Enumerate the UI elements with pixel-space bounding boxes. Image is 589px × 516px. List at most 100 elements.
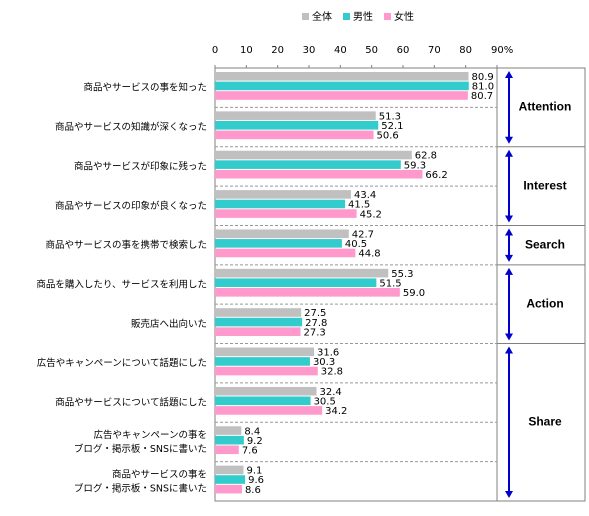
bar <box>215 229 349 239</box>
bar <box>215 366 318 376</box>
value-label: 8.6 <box>245 485 261 496</box>
bar <box>215 209 357 218</box>
group-label: Share <box>528 414 562 428</box>
bar <box>215 81 469 91</box>
bar <box>215 72 469 81</box>
category-label: 商品を購入したり、サービスを利用した <box>36 278 207 290</box>
value-label: 45.2 <box>360 209 382 220</box>
bar <box>215 347 315 357</box>
legend-swatch <box>384 13 391 20</box>
category-label: 商品やサービスの印象が良くなった <box>55 199 207 211</box>
bar <box>215 406 323 415</box>
arrow-head <box>505 71 513 78</box>
group-label: Interest <box>523 178 566 192</box>
value-label: 7.6 <box>242 445 258 456</box>
value-label: 32.4 <box>320 387 342 398</box>
value-label: 43.4 <box>354 190 376 201</box>
bar <box>215 130 374 140</box>
value-label: 32.8 <box>321 367 343 378</box>
x-tick-label: 10 <box>240 45 253 56</box>
bar <box>215 239 342 248</box>
value-label: 31.6 <box>317 348 339 359</box>
value-label: 27.5 <box>304 308 326 319</box>
group-label: Search <box>525 237 565 251</box>
value-label: 52.1 <box>381 121 403 132</box>
bar <box>215 475 246 484</box>
category-label: 商品やサービスの事を知った <box>83 81 207 93</box>
value-label: 27.3 <box>304 327 326 338</box>
bar <box>215 288 400 297</box>
bar <box>215 169 423 179</box>
x-tick-label: 0 <box>212 45 218 56</box>
bar <box>215 150 412 160</box>
value-label: 80.9 <box>471 72 493 83</box>
bar <box>215 327 301 336</box>
value-label: 27.8 <box>305 318 327 329</box>
value-label: 51.5 <box>379 278 401 289</box>
arrow-head <box>505 215 513 223</box>
value-label: 8.4 <box>244 426 260 437</box>
category-label: 商品やサービスが印象に残った <box>74 160 207 172</box>
x-tick-label: 40 <box>334 45 347 56</box>
category-label: 商品やサービスについて話題にした <box>55 396 207 408</box>
value-label: 44.8 <box>358 249 380 260</box>
value-label: 80.7 <box>471 91 493 102</box>
bar <box>215 317 303 327</box>
value-label: 59.3 <box>404 160 426 171</box>
value-label: 9.6 <box>248 475 264 486</box>
arrow-head <box>505 228 513 236</box>
bar <box>215 120 379 130</box>
category-label: 広告やキャンペーンについて話題にした <box>37 357 207 369</box>
x-tick-label: 60 <box>397 45 410 56</box>
value-label: 30.3 <box>313 357 335 368</box>
value-label: 9.1 <box>247 466 263 477</box>
arrow-head <box>505 333 513 341</box>
arrow-head <box>505 491 513 498</box>
value-label: 81.0 <box>472 82 494 93</box>
value-label: 34.2 <box>325 406 347 417</box>
value-label: 51.3 <box>379 111 401 122</box>
legend-label: 男性 <box>353 10 373 23</box>
bar <box>215 199 346 209</box>
value-label: 50.6 <box>377 131 399 142</box>
bar <box>215 484 242 494</box>
legend-label: 女性 <box>394 10 414 23</box>
bar <box>215 111 376 120</box>
legend-label: 全体 <box>312 10 332 23</box>
value-label: 30.5 <box>314 397 336 408</box>
bar <box>215 426 242 435</box>
group-label: Action <box>526 296 563 310</box>
value-label: 41.5 <box>348 200 370 211</box>
arrow-head <box>505 149 513 157</box>
value-label: 9.2 <box>247 436 263 447</box>
bar <box>215 91 468 100</box>
group-label: Attention <box>519 100 572 114</box>
legend-swatch <box>302 13 309 20</box>
arrow-head <box>505 136 513 144</box>
value-label: 59.0 <box>403 288 425 299</box>
bar <box>215 435 244 445</box>
category-label: 商品やサービスの事をブログ・掲示板・SNSに書いた <box>74 468 207 494</box>
value-label: 66.2 <box>425 170 447 181</box>
bar <box>215 278 377 288</box>
bar <box>215 465 244 475</box>
value-label: 55.3 <box>391 269 413 280</box>
arrow-head <box>505 254 513 262</box>
bar <box>215 268 389 278</box>
category-label: 商品やサービスの事を携帯で検索した <box>45 239 207 251</box>
bar <box>215 386 317 396</box>
arrow-head <box>505 267 513 275</box>
bar <box>215 357 310 366</box>
category-label: 販売店へ出向いた <box>131 317 207 329</box>
x-tick-label: 90% <box>491 45 513 56</box>
bar <box>215 396 311 406</box>
bar <box>215 160 401 169</box>
x-tick-label: 80 <box>459 45 472 56</box>
bar <box>215 190 351 199</box>
x-tick-label: 30 <box>303 45 316 56</box>
category-label: 広告やキャンペーンの事をブログ・掲示板・SNSに書いた <box>74 428 207 454</box>
bar <box>215 445 239 455</box>
category-label: 商品やサービスの知識が深くなった <box>55 121 207 133</box>
value-label: 42.7 <box>352 229 374 240</box>
